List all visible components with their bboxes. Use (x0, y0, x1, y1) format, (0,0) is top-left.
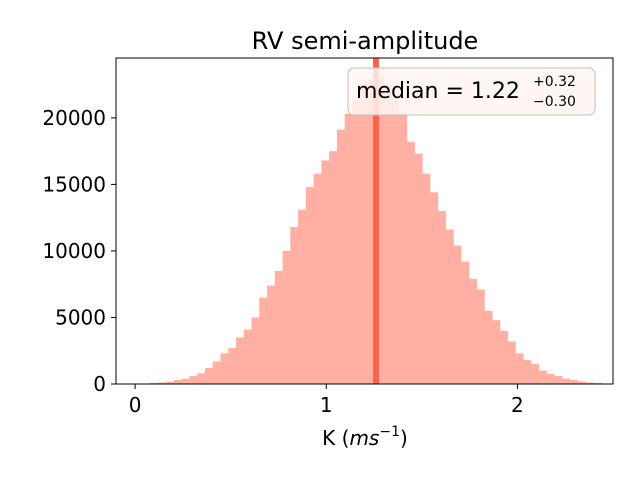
histogram-bar (336, 129, 346, 384)
histogram-bar (530, 364, 540, 384)
x-axis-label-unit: ms (349, 426, 379, 450)
chart-title: RV semi-amplitude (252, 27, 479, 55)
histogram-bar (360, 84, 369, 384)
histogram-bar (445, 229, 454, 384)
histogram-bar (267, 285, 276, 384)
x-axis-label-suffix: ) (400, 426, 408, 450)
histogram-bar (375, 76, 384, 384)
histogram-bar (507, 341, 516, 384)
histogram-bar (523, 360, 532, 384)
median-annotation: median = 1.22 +0.32 −0.30 (347, 67, 596, 116)
histogram-bar (561, 378, 571, 384)
y-tick-label: 15000 (42, 172, 106, 196)
histogram-bar (430, 192, 439, 384)
histogram-bar (515, 353, 524, 384)
histogram-bar (391, 100, 400, 384)
y-tick-label: 20000 (42, 106, 106, 130)
histogram-bar (251, 317, 260, 384)
histogram-bar (220, 353, 229, 384)
x-tick-label: 2 (511, 393, 524, 417)
y-tick-label: 5000 (55, 305, 106, 329)
median-annotation-upper: +0.32 (533, 74, 576, 90)
histogram-bar (329, 151, 338, 384)
histogram-bar (352, 100, 361, 384)
histogram-bar (166, 381, 175, 384)
median-annotation-box (347, 67, 596, 116)
histogram-bar (538, 370, 547, 384)
histogram-bar (585, 382, 594, 384)
histogram-bar (414, 153, 423, 384)
y-axis-ticks: 0 5000 10000 15000 20000 (42, 106, 116, 396)
histogram-bar (259, 297, 268, 384)
histogram-bar (228, 348, 237, 384)
histogram-bar (554, 376, 563, 384)
x-axis-label: K (ms−1) (322, 424, 408, 450)
histogram-bar (383, 84, 392, 384)
x-axis-ticks: 0 1 2 (129, 384, 524, 417)
y-tick-label: 10000 (42, 239, 106, 263)
histogram-bar (313, 173, 322, 384)
histogram-bar (593, 382, 602, 384)
histogram-bar (204, 368, 214, 384)
histogram-bar (212, 361, 221, 384)
histogram-bar (189, 376, 198, 384)
histogram-bar (197, 373, 206, 384)
median-annotation-lower: −0.30 (533, 94, 576, 110)
histogram-bar (453, 245, 462, 384)
histogram-bar (406, 141, 415, 384)
histogram-bar (274, 270, 283, 384)
histogram-bar (150, 382, 159, 384)
histogram-bar (305, 187, 315, 384)
histogram-bar (367, 79, 377, 384)
histogram-bar (484, 310, 493, 384)
histogram-bar (569, 380, 578, 384)
x-axis-label-prefix: K ( (322, 426, 349, 450)
histogram-bar (546, 374, 555, 384)
histogram-bar (468, 278, 477, 384)
histogram-bar (492, 320, 501, 384)
histogram-bar (476, 289, 485, 384)
histogram-bar (437, 211, 446, 384)
histogram-bar (321, 160, 330, 384)
x-axis-label-exponent: −1 (379, 424, 400, 440)
histogram-bar (461, 261, 470, 384)
histogram-bar (398, 112, 408, 384)
histogram-bar (158, 382, 167, 384)
median-annotation-text: median = 1.22 (356, 79, 520, 104)
plot-frame (115, 57, 614, 385)
y-tick-label: 0 (93, 372, 106, 396)
histogram-bar (344, 113, 353, 384)
x-tick-label: 0 (129, 393, 142, 417)
histogram-bar (577, 381, 586, 384)
histogram-bar (181, 378, 190, 384)
histogram-bar (422, 173, 431, 384)
histogram-bar (499, 330, 509, 384)
histogram-bar (243, 329, 252, 384)
x-tick-label: 1 (320, 393, 333, 417)
histogram-bar (282, 250, 291, 384)
histogram-bar (173, 380, 183, 384)
histogram-bars (135, 76, 617, 384)
histogram-bar (236, 337, 245, 384)
histogram-bar (290, 226, 299, 384)
histogram-bar (298, 209, 307, 384)
